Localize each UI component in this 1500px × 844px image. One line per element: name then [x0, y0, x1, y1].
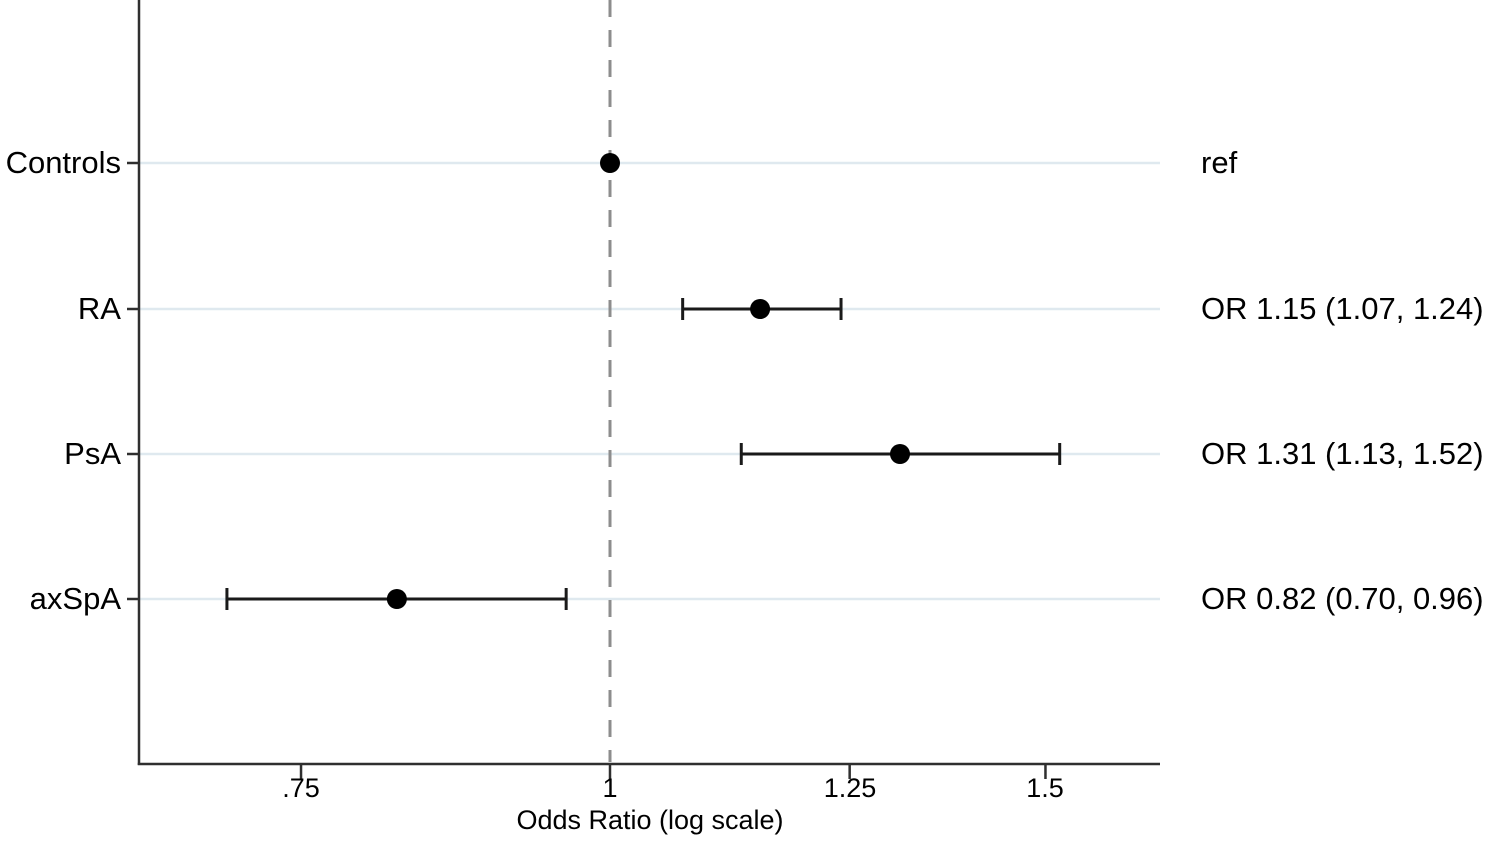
x-tick-label-075: .75 — [282, 773, 320, 803]
point-marker — [600, 153, 620, 173]
category-label-axspa: axSpA — [29, 581, 121, 616]
category-label-ra: RA — [77, 291, 121, 326]
annotation-axspa: OR 0.82 (0.70, 0.96) — [1201, 581, 1484, 616]
point-marker — [386, 589, 407, 609]
point-marker — [750, 299, 771, 319]
category-label-controls: Controls — [5, 145, 121, 180]
category-label-psa: PsA — [64, 436, 121, 471]
annotation-controls: ref — [1201, 145, 1238, 180]
x-tick-label-15: 1.5 — [1026, 773, 1064, 803]
point-marker — [890, 444, 911, 464]
annotation-psa: OR 1.31 (1.13, 1.52) — [1201, 436, 1484, 471]
annotation-ra: OR 1.15 (1.07, 1.24) — [1201, 291, 1484, 326]
x-axis-title: Odds Ratio (log scale) — [516, 805, 784, 835]
x-tick-label-125: 1.25 — [823, 773, 877, 803]
x-tick-label-1: 1 — [602, 773, 618, 803]
